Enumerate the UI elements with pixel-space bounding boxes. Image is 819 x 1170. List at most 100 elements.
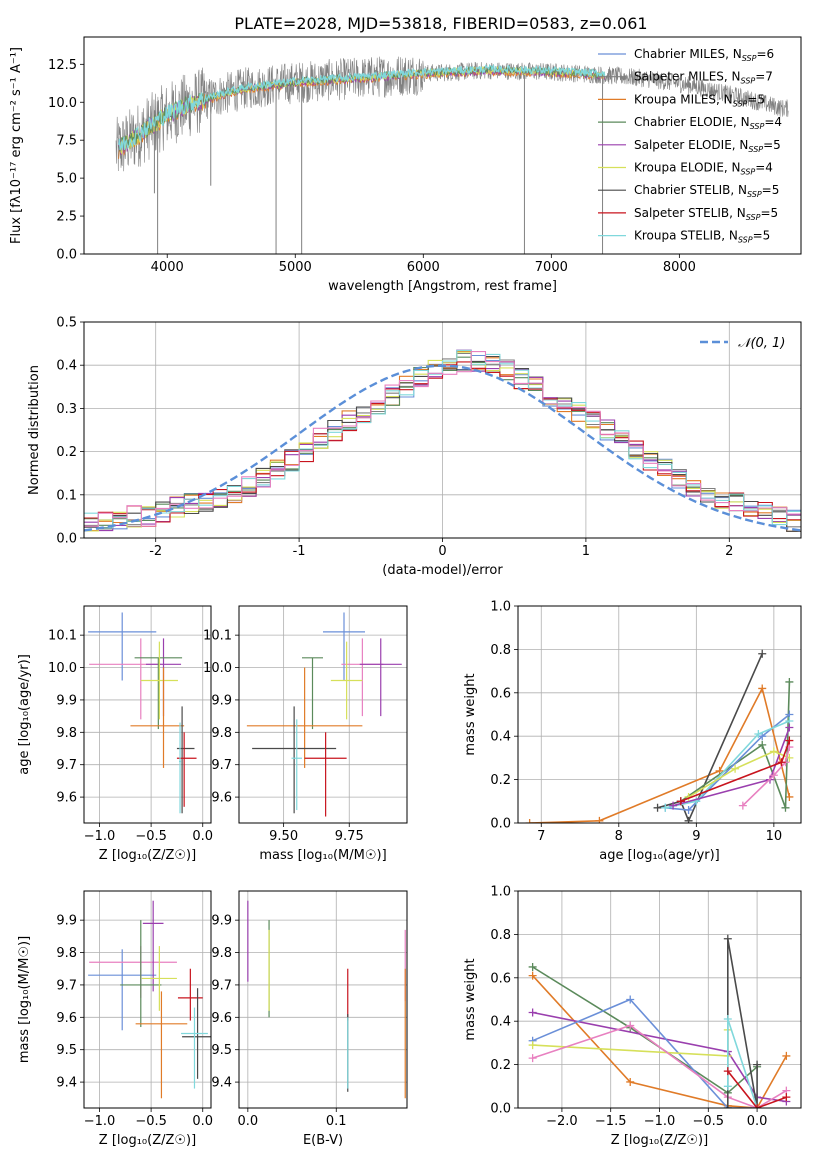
- y-tick-label: 10.0: [203, 661, 232, 676]
- series-marker: [653, 803, 662, 812]
- panel-age-vs-mass: 9.50 9.75 9.6 9.7 9.8 9.9 10.0 10.1 mass [log₁₀(…: [203, 605, 408, 863]
- y-tick-label: 1.0: [490, 885, 511, 900]
- legend-entry-sub: SSP: [748, 145, 763, 154]
- y-tick-label: 9.7: [211, 978, 232, 993]
- y-tick-label: 9.8: [211, 946, 232, 961]
- series-marker: [781, 803, 790, 812]
- y-tick-label: 9.6: [56, 1011, 77, 1026]
- axes-frame: [517, 605, 802, 824]
- series-marker: [528, 1041, 537, 1050]
- x-axis-label: Z [log₁₀(Z/Z☉)]: [99, 1133, 196, 1148]
- series-marker: [785, 736, 794, 745]
- x-tick-label: 9.50: [269, 829, 298, 844]
- y-tick-label: 5.0: [56, 172, 77, 187]
- x-tick-label: -1: [293, 544, 306, 559]
- series-marker: [777, 758, 786, 767]
- panel-mass-vs-Z: −1.0 −0.5 0.0 9.4 9.5 9.6 9.7 9.8 9.9 Z [log₁₀(Z/…: [17, 890, 213, 1148]
- legend-entry: Chabrier MILES, NSSP=6: [634, 47, 774, 63]
- legend-entry-sub: SSP: [742, 54, 757, 63]
- series-marker: [626, 995, 635, 1004]
- series-marker: [669, 801, 678, 810]
- y-tick-label: 9.7: [56, 758, 77, 773]
- plot-area: [84, 349, 801, 532]
- x-tick-label: 2: [725, 544, 733, 559]
- legend-entry-tail: =6: [756, 47, 774, 61]
- y-tick-label: 9.7: [56, 978, 77, 993]
- figure-title: PLATE=2028, MJD=53818, FIBERID=0583, z=0…: [234, 14, 647, 33]
- y-tick-label: 10.1: [203, 629, 232, 644]
- axes-frame: [238, 605, 408, 824]
- x-tick-label: −1.0: [84, 829, 116, 844]
- y-tick-label: 9.9: [56, 914, 77, 929]
- x-tick-label: 9: [692, 829, 700, 844]
- y-tick-label: 0.5: [56, 316, 77, 331]
- y-tick-label: 0.8: [490, 928, 511, 943]
- x-axis-label: Z [log₁₀(Z/Z☉)]: [611, 1133, 708, 1148]
- y-tick-label: 9.8: [56, 726, 77, 741]
- x-tick-label: −0.5: [693, 1114, 725, 1129]
- series-line: [657, 653, 763, 823]
- y-tick-label: 9.4: [211, 1076, 232, 1091]
- series-marker: [626, 1077, 635, 1086]
- x-tick-label: 7000: [535, 260, 568, 275]
- series-marker: [769, 747, 778, 756]
- x-tick-label: −1.0: [644, 1114, 676, 1129]
- legend-entry: Chabrier STELIB, NSSP=5: [634, 183, 779, 199]
- y-tick-label: 9.5: [56, 1043, 77, 1058]
- legend-entry-text: Chabrier MILES, N: [634, 47, 742, 61]
- y-tick-label: 0.6: [490, 686, 511, 701]
- y-tick-label: 9.4: [56, 1076, 77, 1091]
- series-marker: [528, 1008, 537, 1017]
- plot-area: [88, 612, 197, 814]
- series-marker: [754, 730, 763, 739]
- y-tick-label: 9.8: [211, 726, 232, 741]
- x-tick-label: 0.0: [237, 1114, 258, 1129]
- x-tick-label: 0.0: [192, 1114, 213, 1129]
- x-tick-label: 0.1: [326, 1114, 347, 1129]
- x-tick-label: 5000: [279, 260, 312, 275]
- series-marker: [738, 801, 747, 810]
- x-tick-label: 9.75: [335, 829, 364, 844]
- y-tick-label: 10.0: [48, 96, 77, 111]
- plot-area: [115, 56, 789, 254]
- y-tick-label: 0.0: [490, 1102, 511, 1117]
- legend-entry: Salpeter ELODIE, NSSP=5: [634, 138, 781, 154]
- series-marker: [723, 1015, 732, 1024]
- legend-entry-tail: =4: [755, 161, 773, 175]
- series-line: [529, 686, 791, 823]
- x-tick-label: 4000: [151, 260, 184, 275]
- histogram-step: [84, 351, 801, 527]
- panel-age-vs-Z: −1.0 −0.5 0.0 9.6 9.7 9.8 9.9 10.0 10.1 Z [log₁₀(…: [17, 605, 213, 863]
- x-axis-label: (data-model)/error: [382, 563, 503, 578]
- legend-entry: Chabrier ELODIE, NSSP=4: [634, 115, 782, 131]
- y-tick-label: 0.4: [490, 1015, 511, 1030]
- series-line: [532, 998, 758, 1108]
- y-tick-label: 0.2: [490, 1058, 511, 1073]
- legend-entry-text: Chabrier ELODIE, N: [634, 115, 750, 129]
- series-marker: [758, 684, 767, 693]
- y-tick-label: 9.7: [211, 758, 232, 773]
- x-axis-label: E(B-V): [303, 1133, 343, 1148]
- series-marker: [528, 1054, 537, 1063]
- series-marker: [753, 1104, 762, 1108]
- x-tick-label: −0.5: [135, 1114, 167, 1129]
- legend: 𝒩(0, 1): [700, 336, 785, 351]
- panel-mass-vs-ebv: 0.0 0.1 9.4 9.5 9.6 9.7 9.8 9.9 E(B-V): [211, 890, 408, 1148]
- plot-area: [246, 612, 402, 817]
- series-marker: [782, 1093, 791, 1102]
- y-tick-label: 0.2: [490, 773, 511, 788]
- series-marker: [723, 1104, 732, 1108]
- series-marker: [723, 934, 732, 943]
- series-line: [727, 1018, 758, 1108]
- legend-entry-sub: SSP: [746, 213, 761, 222]
- legend-entry-text: Salpeter MILES, N: [634, 70, 741, 84]
- x-tick-label: 0.0: [747, 1114, 768, 1129]
- series-marker: [723, 1082, 732, 1091]
- legend-entry: Kroupa MILES, NSSP=5: [634, 92, 765, 108]
- series-marker: [782, 1051, 791, 1060]
- x-tick-label: −0.5: [135, 829, 167, 844]
- spectrum-model-line: [118, 67, 606, 159]
- series-marker: [758, 649, 767, 658]
- y-axis-label: Normed distribution: [27, 365, 42, 495]
